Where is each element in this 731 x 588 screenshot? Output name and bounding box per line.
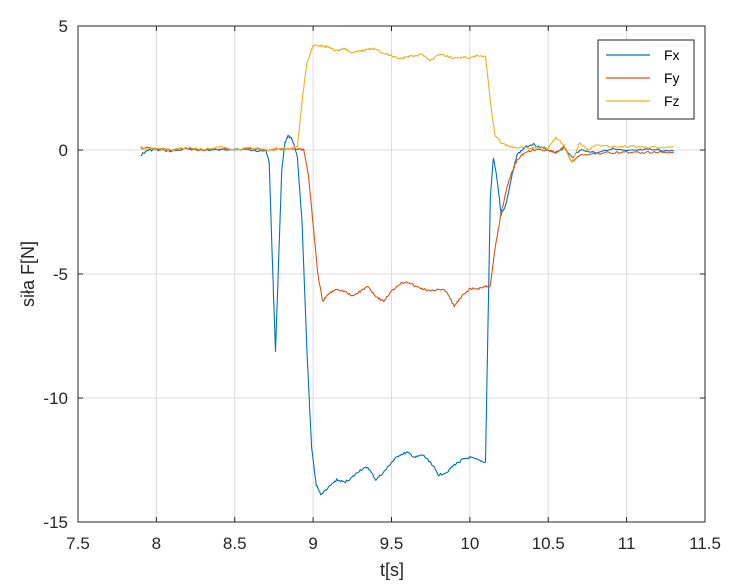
legend-box — [597, 39, 695, 120]
x-ticks: 7.5 8 8.5 9 9.5 10 10.5 11 11.5 — [66, 26, 721, 553]
x-tick-label: 8.5 — [223, 534, 247, 553]
legend-label-fx: Fx — [664, 47, 680, 63]
y-tick-label: -10 — [43, 389, 68, 408]
legend-label-fz: Fz — [664, 93, 680, 109]
y-tick-label: 0 — [59, 141, 68, 160]
x-tick-label: 10.5 — [532, 534, 565, 553]
series-line-fy — [140, 145, 674, 308]
x-tick-label: 10 — [460, 534, 479, 553]
y-axis-label: siła F[N] — [18, 241, 38, 307]
y-tick-label: 5 — [59, 17, 68, 36]
series-line-fz — [140, 44, 674, 163]
x-tick-label: 11.5 — [689, 534, 721, 553]
x-tick-label: 9 — [308, 534, 317, 553]
series-line-fx — [140, 134, 674, 496]
y-tick-label: -5 — [53, 265, 68, 284]
x-tick-label: 11 — [618, 534, 636, 553]
x-tick-label: 9.5 — [380, 534, 404, 553]
x-axis-label: t[s] — [380, 560, 404, 580]
y-ticks: 5 0 -5 -10 -15 — [43, 17, 705, 532]
legend-label-fy: Fy — [664, 70, 680, 86]
y-tick-label: -15 — [43, 513, 68, 532]
x-tick-label: 7.5 — [66, 534, 90, 553]
series-layer — [140, 44, 674, 496]
x-tick-label: 8 — [152, 534, 161, 553]
legend: Fx Fy Fz — [597, 39, 695, 120]
